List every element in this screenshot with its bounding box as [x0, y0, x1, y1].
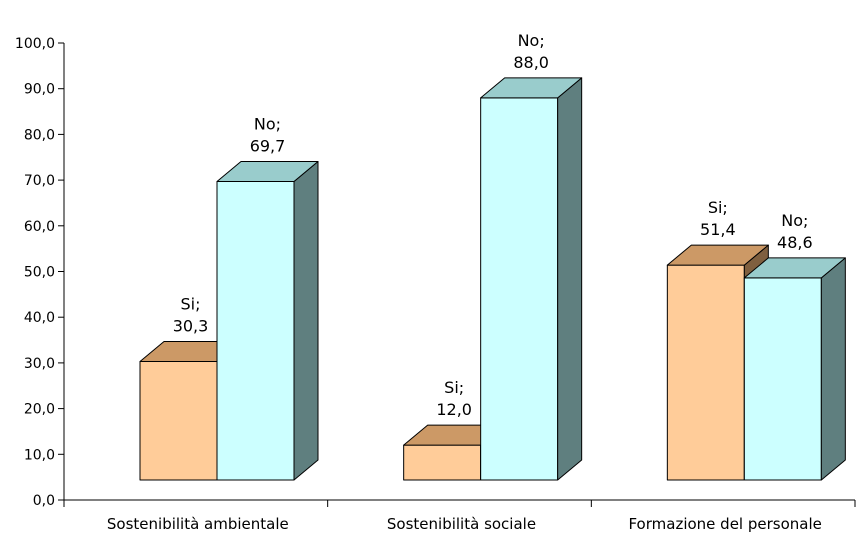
bar-no-front	[480, 97, 559, 481]
bar-no-side	[293, 160, 319, 481]
y-tick-label: 60,0	[24, 219, 55, 235]
y-tick-label: 90,0	[24, 82, 55, 98]
y-tick-label: 30,0	[24, 356, 55, 372]
y-tick-label: 40,0	[24, 310, 55, 326]
data-label-no: No; 88,0	[513, 31, 549, 72]
category-label: Formazione del personale	[628, 515, 821, 533]
y-tick-label: 100,0	[15, 36, 55, 52]
y-tick-label: 50,0	[24, 265, 55, 281]
y-axis: 0,0 10,0 20,0 30,0 40,0 50,0 60,0 70,0 80,0 90,0 1…	[15, 36, 65, 509]
bar-no-top	[743, 257, 846, 279]
y-tick-label: 0,0	[33, 493, 55, 509]
data-label-si: Si; 12,0	[436, 378, 472, 419]
bar-no-top	[216, 160, 319, 182]
y-tick-label: 80,0	[24, 127, 55, 143]
bar-si-front	[139, 361, 218, 481]
bar-no-front	[216, 180, 295, 481]
y-tick-label: 10,0	[24, 447, 55, 463]
bar-si-top	[666, 244, 769, 266]
bar-no-front	[743, 277, 822, 481]
bar-si-front	[666, 264, 745, 481]
bar-si-front	[403, 444, 482, 481]
data-label-no: No; 48,6	[777, 211, 813, 252]
bars	[139, 77, 846, 481]
y-tick-label: 20,0	[24, 402, 55, 418]
category-label: Sostenibilità sociale	[387, 515, 536, 533]
y-tick-label: 70,0	[24, 173, 55, 189]
bar-no-top	[480, 77, 583, 99]
data-label-si: Si; 30,3	[173, 295, 209, 336]
data-label-si: Si; 51,4	[700, 198, 736, 239]
bar-no-side	[820, 257, 846, 481]
x-axis: Sostenibilità ambientale Sostenibilità so…	[63, 499, 856, 533]
data-label-no: No; 69,7	[250, 114, 286, 155]
category-label: Sostenibilità ambientale	[107, 515, 289, 533]
bar-no-side	[557, 77, 583, 481]
data-labels: Si; 30,3 No; 69,7 Si; 12,0 No; 88,0 Si; 51,4 No; 48…	[173, 31, 813, 419]
